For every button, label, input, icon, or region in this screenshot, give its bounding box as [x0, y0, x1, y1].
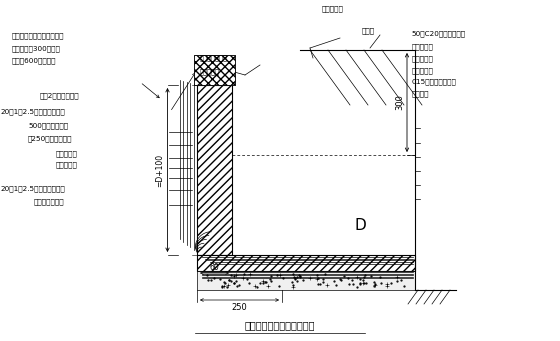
- Bar: [194, 55, 235, 85]
- Text: 内侧膜600毫米宽）: 内侧膜600毫米宽）: [11, 58, 55, 64]
- Text: 卷材防水层: 卷材防水层: [412, 55, 433, 62]
- Text: 外粘防水层300毫米、: 外粘防水层300毫米、: [11, 45, 60, 52]
- Text: 基层找坡剂: 基层找坡剂: [412, 67, 433, 74]
- Text: 250: 250: [231, 302, 247, 311]
- Text: 卷材防水层: 卷材防水层: [56, 150, 78, 157]
- Text: 20厚1：2.5水泥砂浆保护层: 20厚1：2.5水泥砂浆保护层: [0, 185, 65, 192]
- Text: C15砼垫层表面压光: C15砼垫层表面压光: [412, 78, 456, 85]
- Text: D: D: [354, 218, 366, 233]
- Text: 500宽卷材水层层: 500宽卷材水层层: [28, 122, 68, 129]
- Text: 素土夯实: 素土夯实: [412, 90, 429, 97]
- Text: 结构楼板线: 结构楼板线: [322, 5, 344, 12]
- Text: 砌筑2皮砖时保护墙: 砌筑2皮砖时保护墙: [39, 92, 79, 99]
- Bar: [197, 255, 415, 271]
- Text: 50厚C20细石砼保护层: 50厚C20细石砼保护层: [412, 31, 466, 38]
- Text: 60: 60: [209, 263, 220, 271]
- Bar: [197, 85, 232, 255]
- Text: 20厚1：2.5水泥砂浆找平层: 20厚1：2.5水泥砂浆找平层: [0, 108, 65, 115]
- Text: 面材保护层: 面材保护层: [200, 69, 220, 75]
- Text: （250满粘内空铺）: （250满粘内空铺）: [28, 136, 72, 143]
- Text: 卷材防水层: 卷材防水层: [412, 44, 433, 50]
- Bar: [197, 271, 415, 290]
- Text: 防水层（自身粘建筑涂料、: 防水层（自身粘建筑涂料、: [11, 32, 64, 39]
- Bar: [197, 255, 415, 271]
- Bar: [194, 55, 235, 85]
- Bar: [197, 85, 232, 255]
- Text: 施工缝: 施工缝: [361, 27, 374, 34]
- Text: 卷材防水层: 卷材防水层: [56, 161, 78, 168]
- Text: =D+100: =D+100: [156, 153, 165, 187]
- Text: 彩色卷材保护层: 彩色卷材保护层: [200, 55, 228, 61]
- Text: 双层卷材在导墙处交合图示: 双层卷材在导墙处交合图示: [245, 320, 315, 330]
- Text: 300: 300: [395, 94, 404, 110]
- Text: 主体结构楼底板: 主体结构楼底板: [34, 198, 64, 205]
